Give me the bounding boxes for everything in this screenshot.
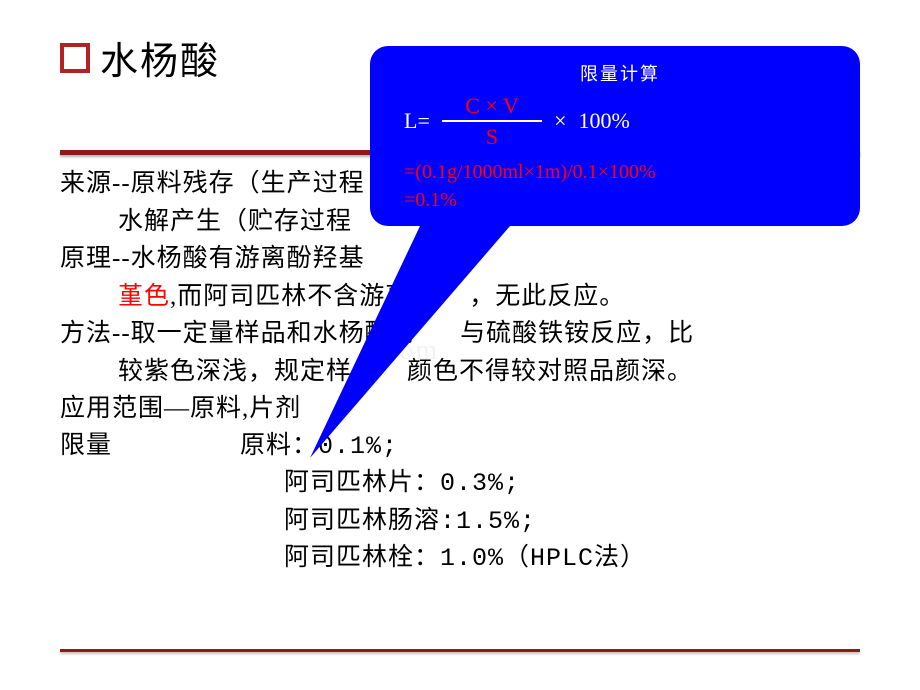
body-line-2a: 原理--水杨酸有游离酚羟基	[60, 240, 860, 278]
callout-title: 限量计算	[404, 60, 836, 86]
body-line-4: 应用范围—原料,片剂	[60, 390, 860, 428]
body-line-8: 阿司匹林栓：1.0%（HPLC法）	[60, 540, 860, 578]
fraction-denominator: S	[442, 120, 542, 148]
formula-lhs: L=	[404, 108, 430, 134]
body-line-7: 阿司匹林肠溶:1.5%;	[60, 503, 860, 541]
divider-bottom	[60, 649, 860, 652]
body-content: 来源--原料残存（生产过程 水解产生（贮存过程 原理--水杨酸有游离酚羟基 堇色…	[60, 165, 860, 578]
body-line-6: 阿司匹林片：0.3%;	[60, 465, 860, 503]
hundred-percent: 100%	[579, 108, 630, 134]
indent	[60, 283, 118, 310]
callout-box: 限量计算 L= C × V S × 100% =(0.1g/1000ml×1m)…	[370, 46, 860, 226]
highlight-text: 堇色	[118, 283, 170, 310]
formula-calc: =(0.1g/1000ml×1m)/0.1×100% =0.1%	[404, 158, 836, 214]
page-title: 水杨酸	[100, 30, 220, 85]
body-line-5: 限量 原料：0.1%;	[60, 428, 860, 466]
slide: 水杨酸 来源--原料残存（生产过程 水解产生（贮存过程 原理--水杨酸有游离酚羟…	[0, 0, 920, 690]
body-line-2b-rest: ,而阿司匹林不含游离 ，无此反应。	[170, 283, 625, 310]
times-symbol: ×	[554, 108, 566, 134]
calc-line-2: =0.1%	[404, 186, 836, 214]
body-line-2b: 堇色,而阿司匹林不含游离 ，无此反应。	[60, 278, 860, 316]
fraction-numerator: C × V	[455, 94, 529, 120]
formula-row: L= C × V S × 100%	[404, 94, 836, 148]
body-line-3a: 方法--取一定量样品和水杨酸对 与硫酸铁铵反应，比	[60, 315, 860, 353]
bullet-square-icon	[60, 43, 90, 73]
fraction: C × V S	[442, 94, 542, 148]
calc-line-1: =(0.1g/1000ml×1m)/0.1×100%	[404, 158, 836, 186]
body-line-3b: 较紫色深浅，规定样品 颜色不得较对照品颜深。	[60, 353, 860, 391]
